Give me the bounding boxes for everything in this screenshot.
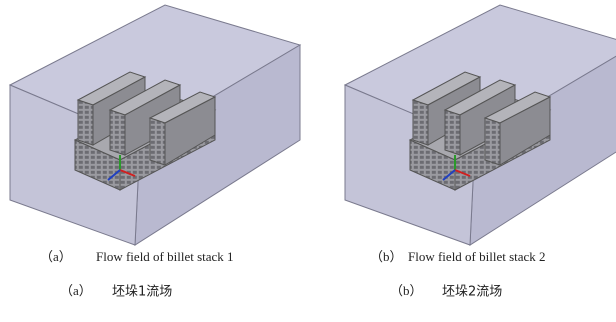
caption-zh: 坯垛1流场: [112, 285, 172, 300]
caption-label: （a）: [40, 249, 72, 264]
caption-label: （b）: [390, 283, 423, 298]
caption-zh: 坯垛2流场: [442, 285, 502, 300]
flow-field-render-a: [10, 5, 300, 245]
caption-en: Flow field of billet stack 2: [408, 249, 546, 264]
caption-label: （b）: [370, 249, 403, 264]
flow-field-render-b: [345, 5, 616, 245]
figure: （a） Flow field of billet stack 1 （a） 坯垛1…: [0, 0, 616, 322]
caption-en: Flow field of billet stack 1: [96, 249, 234, 264]
caption-label: （a）: [60, 283, 92, 298]
